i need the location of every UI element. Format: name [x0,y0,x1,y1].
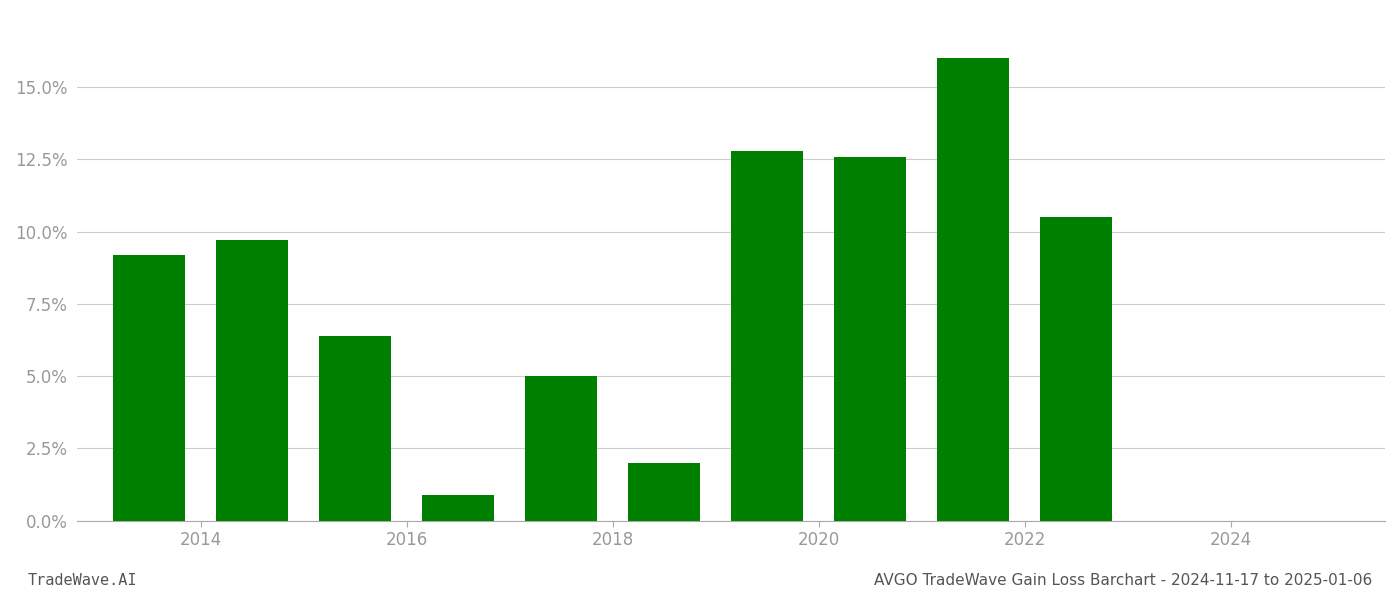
Bar [834,157,906,521]
Bar [731,151,804,521]
Bar [629,463,700,521]
Text: AVGO TradeWave Gain Loss Barchart - 2024-11-17 to 2025-01-06: AVGO TradeWave Gain Loss Barchart - 2024… [874,573,1372,588]
Bar [113,255,185,521]
Bar [1040,217,1112,521]
Bar [937,58,1009,521]
Bar [319,335,392,521]
Bar [423,494,494,521]
Bar [525,376,598,521]
Text: TradeWave.AI: TradeWave.AI [28,573,137,588]
Bar [217,241,288,521]
